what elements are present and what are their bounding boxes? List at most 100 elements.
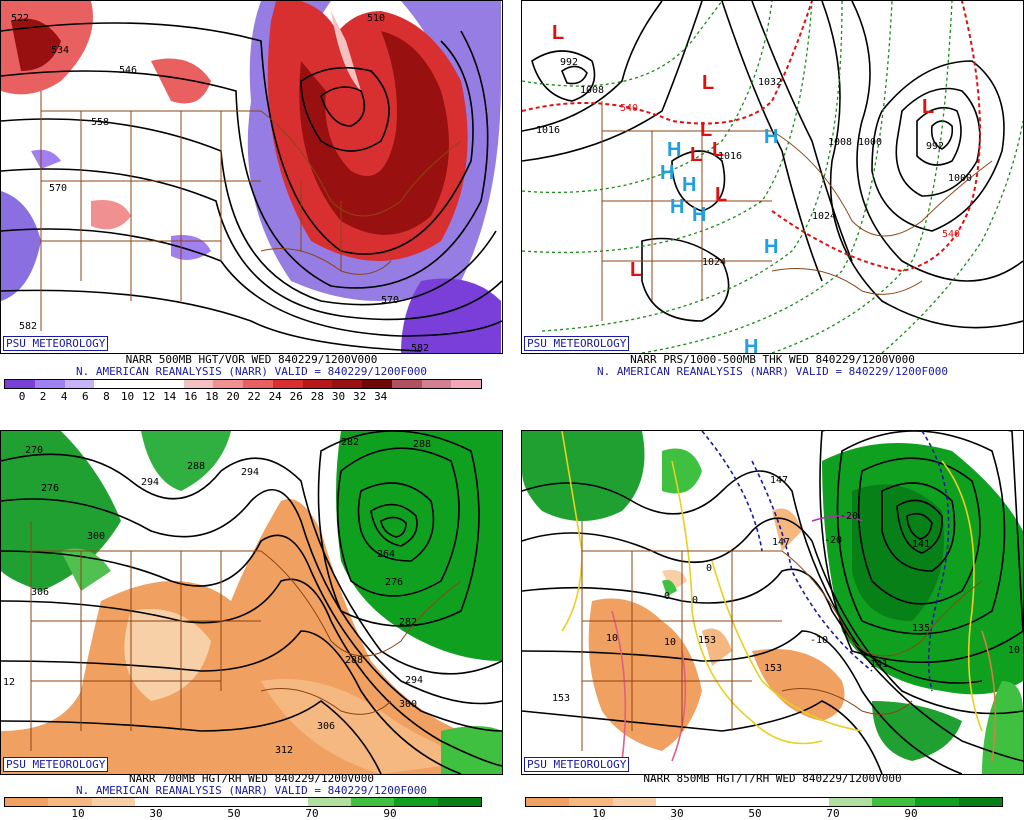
map-850mb: 147 147 153 153 153 141 135 141 10 10 10…	[521, 430, 1024, 775]
psu-meteorology-badge: PSU METEOROLOGY	[3, 336, 109, 351]
panel-500mb: 522 534 546 558 570 582 510 570 582 PSU …	[0, 0, 503, 410]
colorbar-swatch	[307, 798, 352, 806]
contour-label: 582	[19, 321, 37, 332]
contour-label: 147	[770, 475, 788, 486]
colorbar-swatch	[272, 380, 303, 388]
colorbar-tick-label: 90	[383, 807, 397, 820]
low-pressure-label: L	[700, 119, 712, 141]
contour-label: 540	[942, 229, 960, 240]
contour-label: 534	[51, 45, 69, 56]
contour-label: 1000	[948, 173, 972, 184]
contour-label: 582	[411, 343, 429, 353]
colorbar-swatch	[332, 380, 362, 388]
colorbar-tick-label: 26	[289, 390, 303, 403]
map-500mb: 522 534 546 558 570 582 510 570 582 PSU …	[0, 0, 503, 354]
colorbar-tick-label: 18	[205, 390, 219, 403]
colorbar-swatch	[612, 798, 656, 806]
high-pressure-label: H	[692, 204, 706, 226]
contour-label: 294	[141, 477, 159, 488]
high-pressure-label: H	[682, 174, 696, 196]
contour-label: -20	[824, 535, 842, 546]
colorbar-swatch	[526, 798, 570, 806]
colorbar-swatch	[915, 798, 959, 806]
contour-label: 276	[41, 483, 59, 494]
map-700mb: 270 276 288 294 282 288 300 294 306 264 …	[0, 430, 503, 775]
colorbar-tick-label: 28	[310, 390, 325, 403]
contour-label: 294	[241, 467, 259, 478]
low-pressure-label: L	[922, 96, 934, 118]
colorbar-tick-label: 24	[268, 390, 282, 403]
colorbar-ticks: 10 30 50 70 90	[521, 807, 1024, 820]
colorbar-swatch	[48, 798, 92, 806]
contour-label: 147	[772, 537, 790, 548]
contour-label: 306	[317, 721, 335, 732]
low-pressure-label: L	[552, 22, 564, 44]
colorbar-tick-label: 12	[141, 390, 156, 403]
low-pressure-label: L	[715, 184, 727, 206]
colorbar-swatch	[124, 380, 154, 388]
colorbar	[4, 379, 482, 389]
map-700mb-graphic: 270 276 288 294 282 288 300 294 306 264 …	[1, 431, 502, 774]
contour-label: 288	[187, 461, 205, 472]
colorbar-tick-label: 70	[305, 807, 319, 820]
contour-label: 282	[399, 617, 417, 628]
contour-label: -10	[810, 635, 828, 646]
contour-label: 288	[413, 439, 431, 450]
colorbar-tick-label: 30	[149, 807, 163, 820]
contour-label: 153	[552, 693, 570, 704]
colorbar-tick-label: 10	[71, 807, 85, 820]
contour-label: -20	[840, 511, 858, 522]
colorbar-tick-label: 70	[826, 807, 840, 820]
low-pressure-label: L	[630, 259, 642, 281]
colorbar-tick-label: 22	[247, 390, 261, 403]
caption-valid: N. AMERICAN REANALYSIS (NARR) VALID = 84…	[76, 365, 427, 378]
colorbar-swatch	[699, 798, 743, 806]
contour-label: 294	[405, 675, 423, 686]
contour-label: 1024	[702, 257, 726, 268]
colorbar-swatch	[421, 380, 452, 388]
contour-label: 570	[381, 295, 399, 306]
colorbar-tick-label: 10	[120, 390, 135, 403]
panel-pressure-thickness: L L L L L L L L H H H H H H H H 992 1008…	[521, 0, 1024, 410]
low-pressure-label: L	[702, 72, 714, 94]
colorbar-swatch	[34, 380, 65, 388]
contour-label: 510	[367, 13, 385, 24]
high-pressure-label: H	[744, 336, 758, 353]
low-pressure-label: L	[712, 139, 724, 161]
colorbar-swatch	[362, 380, 392, 388]
colorbar-tick-label: 50	[748, 807, 762, 820]
contour-label: 1016	[718, 151, 742, 162]
contour-label: 141	[870, 659, 888, 670]
contour-label: 300	[87, 531, 105, 542]
colorbar-tick-label: 14	[163, 390, 177, 403]
colorbar-swatch	[264, 798, 308, 806]
contour-label: 540	[620, 103, 638, 114]
contour-label: 1008	[828, 137, 852, 148]
colorbar-tick-label: 30	[670, 807, 684, 820]
contour-label: 0	[692, 595, 698, 606]
contour-label: 306	[31, 587, 49, 598]
high-pressure-label: H	[670, 196, 684, 218]
contour-label: 264	[377, 549, 395, 560]
colorbar-tick-label: 2	[39, 390, 47, 403]
contour-label: 1000	[858, 137, 882, 148]
colorbar-swatch	[872, 798, 916, 806]
psu-meteorology-badge: PSU METEOROLOGY	[524, 336, 630, 351]
colorbar-swatch	[742, 798, 786, 806]
contour-label: 1016	[536, 125, 560, 136]
contour-label: 992	[560, 57, 578, 68]
colorbar-swatch	[213, 380, 243, 388]
colorbar-ticks: 10 30 50 70 90	[0, 807, 503, 820]
contour-label: 312	[275, 745, 293, 756]
map-pressure-thickness: L L L L L L L L H H H H H H H H 992 1008…	[521, 0, 1024, 354]
contour-label: 570	[49, 183, 67, 194]
contour-label: 10	[1008, 645, 1020, 656]
contour-label: 12	[3, 677, 15, 688]
colorbar-tick-label: 4	[60, 390, 68, 403]
contour-label: 10	[606, 633, 618, 644]
colorbar-swatch	[134, 798, 179, 806]
contour-label: 153	[698, 635, 716, 646]
colorbar-swatch	[302, 380, 333, 388]
colorbar-swatch	[5, 798, 49, 806]
panel-850mb: 147 147 153 153 153 141 135 141 10 10 10…	[521, 420, 1024, 820]
